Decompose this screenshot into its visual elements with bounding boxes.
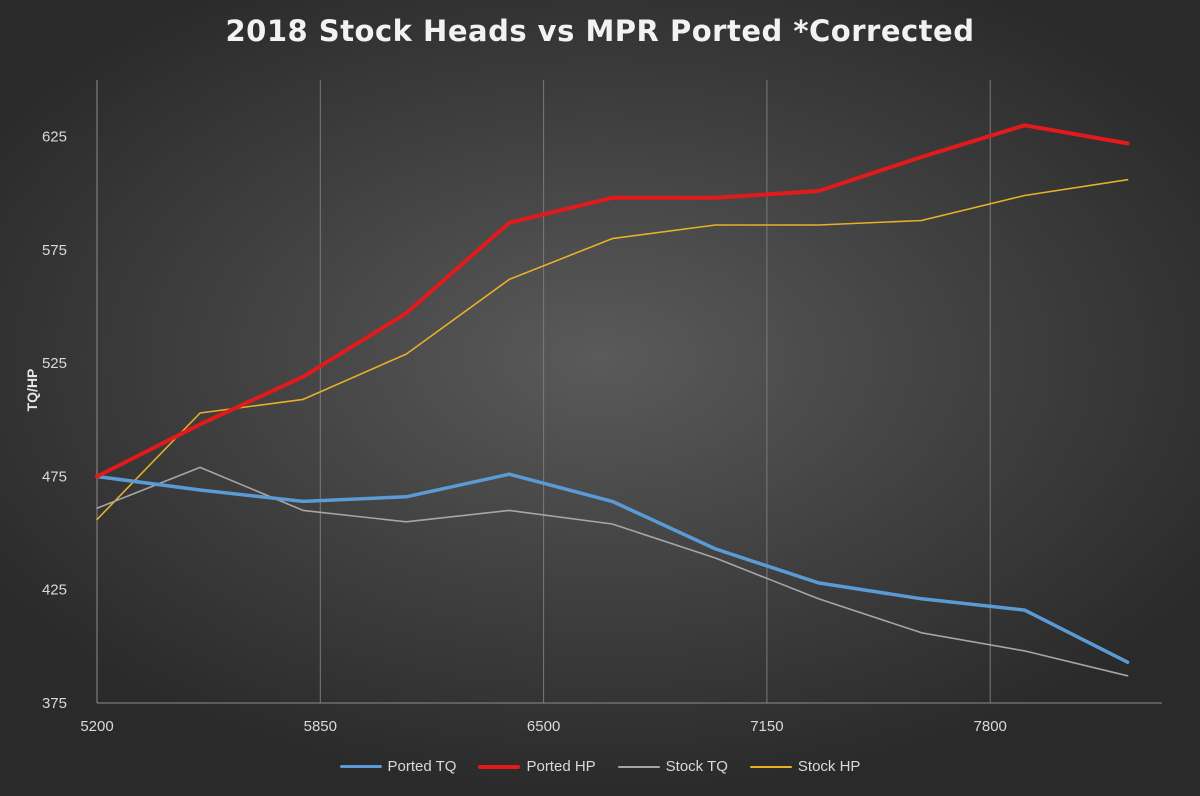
legend-swatch xyxy=(617,765,660,768)
y-tick-label: 475 xyxy=(42,468,67,485)
legend-label: Stock TQ xyxy=(665,758,728,775)
legend-label: Ported TQ xyxy=(387,758,457,775)
legend-swatch xyxy=(478,764,521,769)
x-tick-label: 5850 xyxy=(304,718,337,735)
x-tick-label: 6500 xyxy=(527,718,560,735)
legend-swatch xyxy=(749,765,792,768)
legend-item: Ported TQ xyxy=(339,758,457,775)
series-line-ported-tq xyxy=(95,472,1130,664)
y-tick-label: 425 xyxy=(42,582,67,599)
series-line-stock-tq xyxy=(96,466,1129,677)
series-line-stock-hp xyxy=(96,178,1129,521)
x-tick-label: 7150 xyxy=(750,718,783,735)
y-tick-label: 625 xyxy=(42,129,67,146)
legend-label: Ported HP xyxy=(526,758,596,775)
series-line-ported-hp xyxy=(95,123,1130,479)
x-tick-label: 5200 xyxy=(80,718,113,735)
x-tick-label: 7800 xyxy=(974,718,1007,735)
legend-item: Stock HP xyxy=(749,758,861,775)
y-tick-label: 525 xyxy=(42,355,67,372)
chart-title: 2018 Stock Heads vs MPR Ported *Correcte… xyxy=(225,14,975,48)
legend-swatch xyxy=(339,764,382,769)
legend: Ported TQ Ported HP Stock TQ Stock HP xyxy=(0,758,1200,775)
legend-label: Stock HP xyxy=(797,758,861,775)
y-tick-label: 575 xyxy=(42,242,67,259)
y-tick-label: 375 xyxy=(42,695,67,712)
legend-item: Ported HP xyxy=(478,758,596,775)
legend-item: Stock TQ xyxy=(617,758,728,775)
